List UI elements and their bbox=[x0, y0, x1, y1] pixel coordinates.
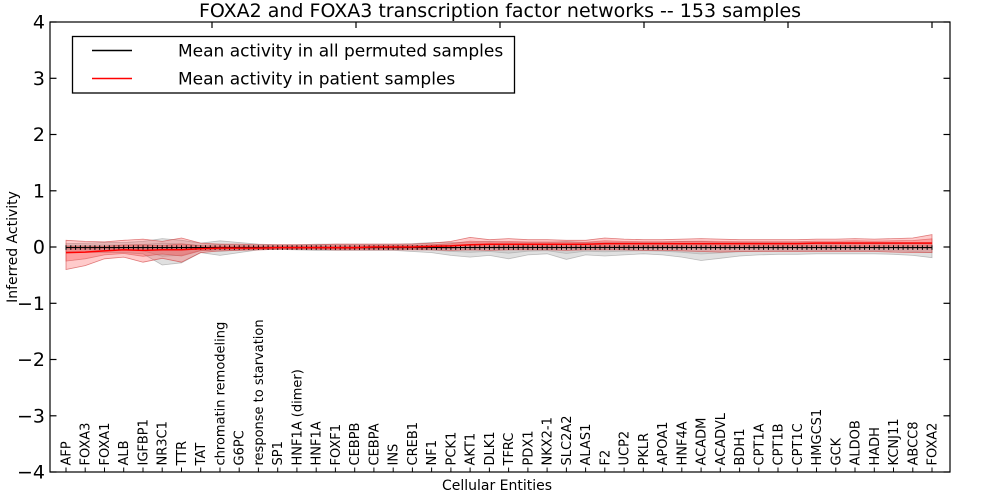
x-axis-label: Cellular Entities bbox=[442, 478, 552, 494]
y-tick-label: 1 bbox=[33, 180, 45, 202]
x-tick-label: HNF4A bbox=[675, 421, 690, 465]
y-tick-label: −3 bbox=[17, 405, 45, 427]
x-tick-label: HNF1A (dimer) bbox=[290, 369, 305, 465]
x-tick-label: SLC2A2 bbox=[560, 415, 575, 465]
legend-patient-label: Mean activity in patient samples bbox=[178, 70, 455, 90]
x-tick-label: SP1 bbox=[271, 441, 286, 465]
x-tick-label: NKX2-1 bbox=[541, 417, 556, 465]
x-tick-label: ABCC8 bbox=[906, 421, 921, 465]
legend-box bbox=[71, 35, 516, 94]
legend: Mean activity in all permuted samples Me… bbox=[71, 35, 516, 94]
x-tick-label: HNF1A bbox=[310, 421, 325, 465]
confidence-bands bbox=[65, 234, 933, 270]
x-tick-label: TTR bbox=[175, 441, 190, 467]
x-tick-label: ALB bbox=[117, 440, 132, 465]
x-tick-label: DLK1 bbox=[483, 431, 498, 465]
x-tick-label: KCNJ11 bbox=[887, 419, 902, 466]
x-tick-label: HADH bbox=[868, 427, 883, 465]
x-tick-label: FOXA3 bbox=[79, 423, 94, 466]
mean-lines bbox=[65, 242, 933, 254]
x-tick-label: CPT1B bbox=[772, 423, 787, 465]
x-tick-label: ALAS1 bbox=[579, 424, 594, 466]
chart-title: FOXA2 and FOXA3 transcription factor net… bbox=[199, 0, 801, 22]
tick-labels: −4 −3 −2 −1 0 1 2 3 4 AFP FOXA3 FOXA1 ALB IGFBP1 NR3C1… bbox=[17, 12, 941, 484]
x-tick-label: PKLR bbox=[637, 433, 652, 466]
patient-mean-line bbox=[65, 242, 932, 254]
x-tick-label: APOA1 bbox=[656, 422, 671, 466]
x-tick-label: CREB1 bbox=[406, 422, 421, 466]
x-tick-label: AFP bbox=[60, 441, 75, 465]
x-tick-label: F2 bbox=[598, 450, 613, 466]
x-tick-label: ALDOB bbox=[849, 420, 864, 465]
x-tick-label: PCK1 bbox=[444, 432, 459, 466]
x-tick-label: G6PC bbox=[233, 430, 248, 465]
legend-permuted-label: Mean activity in all permuted samples bbox=[178, 42, 503, 62]
x-tick-label: NR3C1 bbox=[156, 421, 171, 465]
x-tick-label: NF1 bbox=[425, 440, 440, 465]
y-tick-label: −1 bbox=[17, 293, 45, 315]
x-tick-label: INS bbox=[387, 444, 402, 466]
y-tick-label: −4 bbox=[17, 462, 45, 484]
x-tick-label: BDH1 bbox=[733, 429, 748, 466]
y-tick-label: 2 bbox=[33, 124, 45, 146]
x-tick-label: chromatin remodeling bbox=[214, 322, 229, 466]
x-tick-label: IGFBP1 bbox=[137, 419, 152, 465]
x-tick-label: FOXA1 bbox=[98, 423, 113, 466]
x-tick-label: response to starvation bbox=[252, 319, 267, 465]
x-tick-label: CEBPB bbox=[348, 423, 363, 466]
y-tick-label: 4 bbox=[33, 12, 45, 34]
y-tick-label: 3 bbox=[33, 68, 45, 90]
x-tick-label: ACADVL bbox=[714, 412, 729, 465]
x-tick-label: ACADM bbox=[695, 418, 710, 466]
y-axis-label: Inferred Activity bbox=[5, 191, 21, 303]
x-tick-label: AKT1 bbox=[464, 433, 479, 466]
axes-frame-and-ticks bbox=[49, 21, 951, 473]
x-tick-label: CEBPA bbox=[367, 423, 382, 465]
x-tick-label: HMGCS1 bbox=[810, 409, 825, 466]
x-tick-label: FOXA2 bbox=[926, 423, 941, 466]
x-tick-label: UCP2 bbox=[618, 431, 633, 466]
y-tick-label: −2 bbox=[17, 349, 45, 371]
x-tick-label: GCK bbox=[829, 437, 844, 465]
x-tick-label: CPT1C bbox=[791, 423, 806, 465]
x-tick-label: TFRC bbox=[502, 433, 517, 467]
x-tick-label: FOXF1 bbox=[329, 424, 344, 466]
x-tick-label: CPT1A bbox=[752, 423, 767, 465]
y-tick-label: 0 bbox=[33, 237, 45, 259]
x-tick-label: TAT bbox=[194, 443, 209, 467]
x-tick-label: PDX1 bbox=[521, 430, 536, 465]
